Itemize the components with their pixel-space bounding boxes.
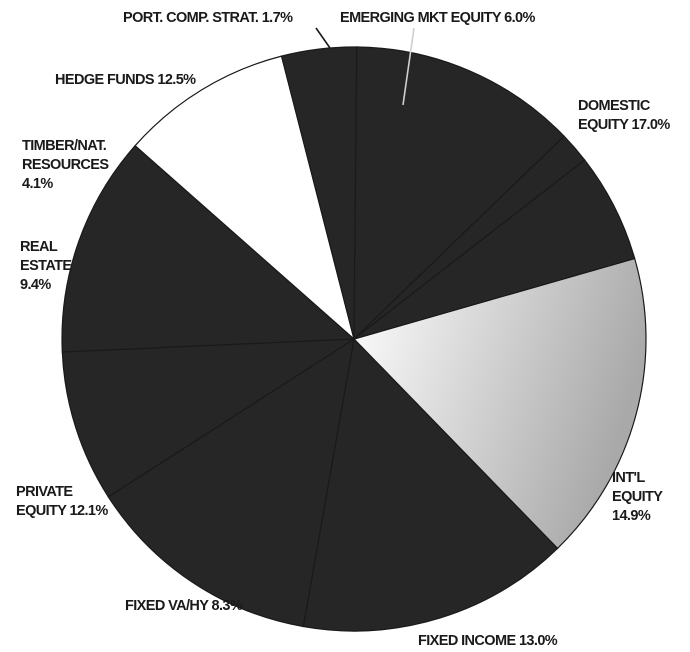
- leader-line-port-comp-strat: [315, 27, 331, 49]
- slice-label-fixed-va-hy: FIXED VA/HY 8.3%: [125, 598, 243, 614]
- slice-label-emerging-mkt-equity: EMERGING MKT EQUITY 6.0%: [340, 10, 536, 26]
- slice-labels: DOMESTIC EQUITY 17.0% INT'L EQUITY 14.9% FIXE…: [16, 10, 671, 649]
- pie-slices: [61, 46, 647, 632]
- slice-label-hedge-funds: HEDGE FUNDS 12.5%: [55, 72, 196, 88]
- slice-label-private-equity: PRIVATE EQUITY 12.1%: [16, 484, 108, 519]
- pie-slice-domestic-equity: [352, 257, 647, 550]
- slice-label-timber-nat-resources: TIMBER/NAT. RESOURCES 4.1%: [22, 138, 109, 192]
- slice-label-real-estate: REAL ESTATE 9.4%: [20, 239, 72, 293]
- pie-slice-fixed-income: [107, 337, 355, 628]
- leader-lines: [315, 27, 415, 106]
- slice-label-port-comp-strat: PORT. COMP. STRAT. 1.7%: [123, 10, 293, 26]
- slice-label-domestic-equity: DOMESTIC EQUITY 17.0%: [578, 98, 670, 133]
- pie-slice-intl-equity: [302, 337, 559, 632]
- pie-slice-emerging-mkt-equity: [353, 159, 636, 340]
- slice-label-fixed-income: FIXED INCOME 13.0%: [418, 633, 558, 649]
- pie-slice-hedge-funds: [353, 46, 565, 341]
- pie-slice-fixed-va-hy: [61, 338, 357, 498]
- pie-slice-private-equity: [61, 144, 356, 353]
- slice-label-intl-equity: INT'L EQUITY 14.9%: [612, 470, 663, 524]
- leader-line-emerging-mkt-equity: [402, 27, 415, 106]
